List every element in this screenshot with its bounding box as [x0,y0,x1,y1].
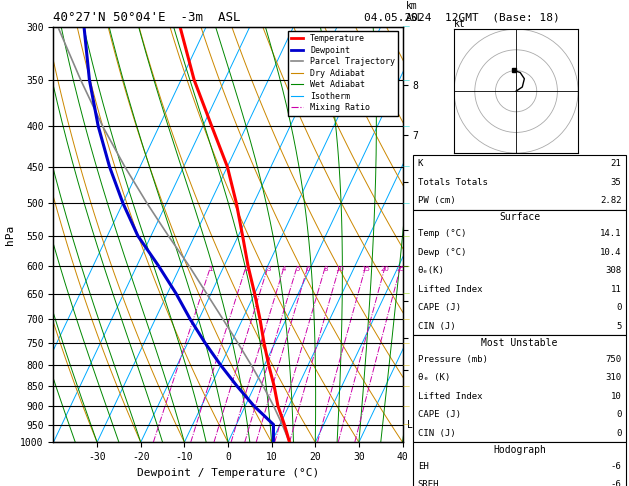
Text: Hodograph: Hodograph [493,445,546,454]
Text: 310: 310 [605,373,621,382]
Text: CAPE (J): CAPE (J) [418,303,460,312]
Text: CIN (J): CIN (J) [418,429,455,437]
Text: 0: 0 [616,410,621,419]
Text: 21: 21 [611,159,621,168]
Text: 35: 35 [611,178,621,187]
Text: 10: 10 [611,392,621,400]
Text: 15: 15 [362,266,370,272]
Text: 20: 20 [381,266,390,272]
Text: CAPE (J): CAPE (J) [418,410,460,419]
Text: —: — [402,123,409,129]
Text: —: — [402,421,409,428]
Text: Temp (°C): Temp (°C) [418,229,466,238]
Text: Most Unstable: Most Unstable [481,338,558,347]
Text: —: — [402,77,409,83]
Text: 3: 3 [266,266,270,272]
Text: 14.1: 14.1 [600,229,621,238]
Text: 8: 8 [323,266,328,272]
Text: 6: 6 [306,266,310,272]
Text: 04.05.2024  12GMT  (Base: 18): 04.05.2024 12GMT (Base: 18) [364,12,560,22]
Text: © weatheronline.co.uk: © weatheronline.co.uk [467,471,572,480]
Text: —: — [402,233,409,239]
Y-axis label: hPa: hPa [4,225,14,244]
Text: kt: kt [454,19,466,29]
Text: -6: -6 [611,480,621,486]
Text: 308: 308 [605,266,621,275]
Text: km
ASL: km ASL [406,1,424,22]
Legend: Temperature, Dewpoint, Parcel Trajectory, Dry Adiabat, Wet Adiabat, Isotherm, Mi: Temperature, Dewpoint, Parcel Trajectory… [287,31,398,116]
Text: K: K [418,159,423,168]
Text: -6: -6 [611,462,621,470]
Text: 1: 1 [209,266,213,272]
Text: 10.4: 10.4 [600,248,621,257]
Text: 40°27'N 50°04'E  -3m  ASL: 40°27'N 50°04'E -3m ASL [53,11,241,24]
Text: Lifted Index: Lifted Index [418,392,482,400]
Text: 11: 11 [611,285,621,294]
Text: θₑ(K): θₑ(K) [418,266,445,275]
Text: —: — [402,403,409,409]
Text: Surface: Surface [499,212,540,222]
Text: 2: 2 [244,266,248,272]
Text: 10: 10 [335,266,344,272]
Text: 5: 5 [295,266,299,272]
Text: —: — [402,291,409,296]
Text: SREH: SREH [418,480,439,486]
Text: 0: 0 [616,429,621,437]
Text: —: — [402,263,409,269]
Text: —: — [402,200,409,206]
Text: —: — [402,340,409,346]
Text: PW (cm): PW (cm) [418,196,455,205]
Text: —: — [402,24,409,30]
Text: 5: 5 [616,322,621,330]
Text: LCL: LCL [407,419,425,430]
Text: Dewp (°C): Dewp (°C) [418,248,466,257]
Text: Lifted Index: Lifted Index [418,285,482,294]
Text: —: — [402,316,409,322]
Text: EH: EH [418,462,428,470]
Text: Mixing Ratio (g/kg): Mixing Ratio (g/kg) [430,179,440,290]
Text: CIN (J): CIN (J) [418,322,455,330]
Text: Totals Totals: Totals Totals [418,178,487,187]
Text: —: — [402,383,409,389]
Text: 0: 0 [616,303,621,312]
Text: —: — [402,362,409,368]
Text: θₑ (K): θₑ (K) [418,373,450,382]
Text: Pressure (mb): Pressure (mb) [418,355,487,364]
Text: 750: 750 [605,355,621,364]
Text: 25: 25 [396,266,405,272]
Text: 2.82: 2.82 [600,196,621,205]
X-axis label: Dewpoint / Temperature (°C): Dewpoint / Temperature (°C) [137,468,319,478]
Text: 4: 4 [282,266,287,272]
Text: —: — [402,164,409,170]
